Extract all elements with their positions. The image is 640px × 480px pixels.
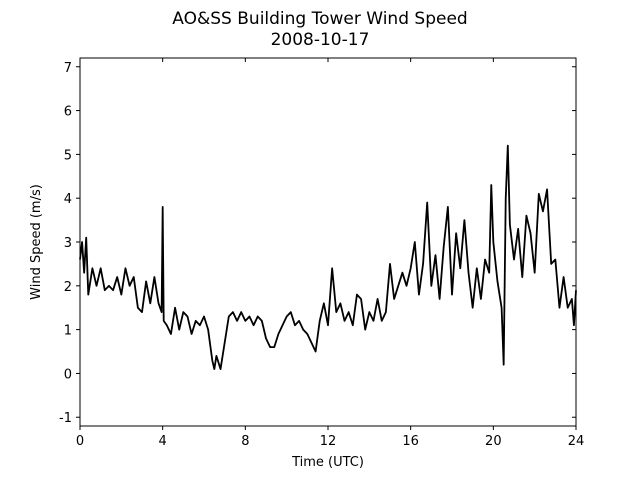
chart-subtitle: 2008-10-17	[271, 30, 370, 50]
x-tick-label: 12	[320, 434, 337, 449]
y-axis-label: Wind Speed (m/s)	[29, 184, 44, 300]
x-tick-label: 16	[402, 434, 419, 449]
x-tick-label: 4	[159, 434, 167, 449]
x-tick-label: 24	[568, 434, 585, 449]
y-tick-label: 5	[64, 148, 72, 163]
x-tick-label: 8	[241, 434, 249, 449]
axes-frame	[79, 57, 577, 427]
plot-area	[79, 144, 577, 370]
data-line	[79, 144, 577, 370]
y-tick-label: -1	[59, 411, 72, 426]
y-tick-label: 2	[64, 280, 72, 295]
x-axis-label: Time (UTC)	[291, 455, 364, 470]
y-tick-label: 3	[64, 236, 72, 251]
y-tick-label: 4	[64, 192, 72, 207]
x-tick-label: 20	[485, 434, 502, 449]
y-tick-label: 7	[64, 61, 72, 76]
y-tick-label: 6	[64, 105, 72, 120]
x-tick-label: 0	[76, 434, 84, 449]
y-tick-label: 1	[64, 324, 72, 339]
y-tick-label: 0	[64, 367, 72, 382]
chart-title: AO&SS Building Tower Wind Speed	[172, 9, 467, 29]
